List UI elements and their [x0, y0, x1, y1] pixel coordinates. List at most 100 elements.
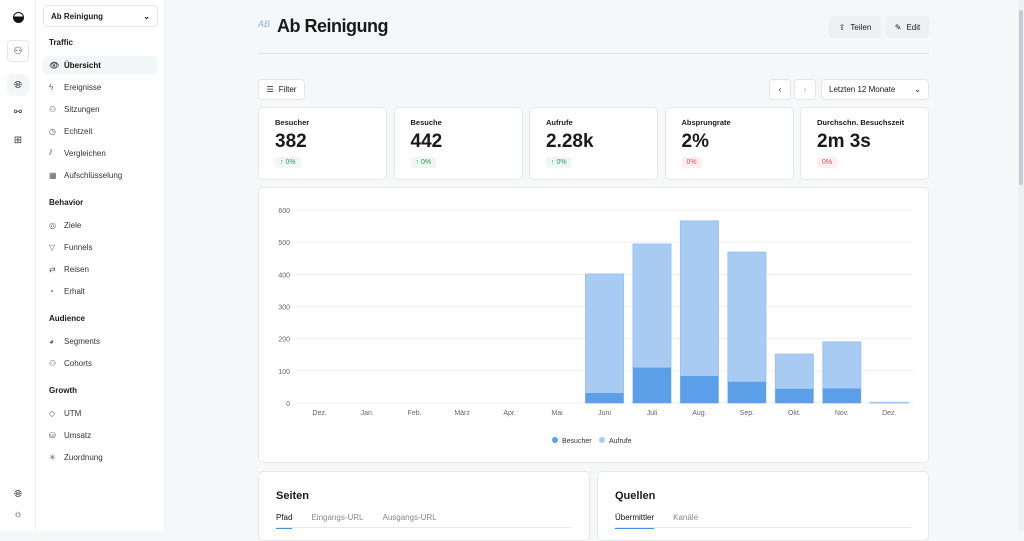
- filter-icon: ☰: [266, 85, 274, 94]
- filter-button[interactable]: ☰ Filter: [258, 79, 305, 100]
- nav-icon: ◇: [49, 408, 56, 418]
- nav-icon: ✳: [49, 452, 56, 462]
- language-globe-icon[interactable]: 🌐︎: [14, 488, 22, 500]
- tab[interactable]: Ausgangs-URL: [382, 513, 437, 522]
- bar-aufrufe: [679, 220, 719, 404]
- theme-sun-icon[interactable]: ☼: [13, 508, 23, 520]
- nav-icon: ⇄: [49, 264, 56, 274]
- link-icon[interactable]: ⚯: [13, 106, 23, 118]
- chevron-down-icon: ⌄: [914, 85, 921, 94]
- y-tick-label: 400: [278, 272, 290, 279]
- nav-section-title: Audience: [49, 314, 86, 323]
- kpi-label: Absprungrate: [681, 118, 731, 127]
- nav-icon: ◕: [49, 336, 54, 346]
- user-icon[interactable]: ⚇: [7, 40, 29, 62]
- sidebar-item[interactable]: ▽ Funnels: [43, 238, 157, 256]
- tab[interactable]: Eingangs-URL: [311, 513, 364, 522]
- bar-besucher: [585, 393, 624, 403]
- bar-aufrufe: [869, 401, 909, 404]
- bar-aufrufe: [727, 251, 767, 404]
- sidebar-item-label: Erhalt: [64, 286, 85, 296]
- x-tick-label: Sep.: [740, 410, 754, 417]
- x-tick-label: Dez.: [882, 410, 896, 417]
- tab[interactable]: Übermittler: [615, 513, 655, 529]
- kpi-label: Aufrufe: [546, 118, 573, 127]
- kpi-value: 2%: [681, 131, 709, 152]
- kpi-change-badge: 0%: [817, 157, 838, 168]
- kpi-value: 382: [275, 131, 307, 152]
- x-tick-label: Juni: [598, 410, 611, 417]
- nav-icon: ϟ: [49, 82, 54, 92]
- bar-chart: 0 100 200 300 400 500 600 Dez. Jan. Feb. März Apr. M…: [278, 208, 913, 445]
- kpi-card: Absprungrate 2% 0%: [664, 107, 794, 180]
- sidebar-item[interactable]: ϟ Ereignisse: [43, 78, 157, 96]
- y-tick-label: 100: [278, 369, 290, 376]
- date-range-select[interactable]: Letzten 12 Monate ⌄: [821, 79, 929, 100]
- nav-icon: 👁: [49, 60, 60, 70]
- tab[interactable]: Kanäle: [673, 513, 699, 522]
- x-tick-label: Jan.: [361, 410, 374, 417]
- scrollbar-thumb[interactable]: [1019, 10, 1023, 185]
- sidebar: Ab Reinigung ⌄ Traffic 👁 Übersicht ϟ Ereignis…: [36, 0, 165, 531]
- sidebar-item[interactable]: ▦ Aufschlüsselung: [43, 166, 157, 184]
- legend-swatch: [599, 437, 605, 443]
- sidebar-item[interactable]: ⚇ Cohorts: [43, 354, 157, 372]
- y-tick-label: 0: [286, 401, 290, 408]
- y-tick-label: 200: [278, 337, 290, 344]
- logo-icon[interactable]: [7, 6, 29, 28]
- sidebar-item[interactable]: ⛁ Umsatz: [43, 426, 157, 444]
- sidebar-item[interactable]: ⚇ Sitzungen: [43, 100, 157, 118]
- sidebar-item[interactable]: ⇄ Reisen: [43, 260, 157, 278]
- x-tick-label: Okt.: [788, 410, 801, 417]
- y-tick-label: 600: [278, 208, 290, 215]
- sidebar-item[interactable]: ⫽ Vergleichen: [43, 144, 157, 162]
- kpi-card: Besuche 442 ↑ 0%: [393, 107, 523, 180]
- sidebar-item[interactable]: ◕ Segments: [43, 332, 157, 350]
- prev-period-button[interactable]: ‹: [769, 79, 791, 100]
- page-title: Ab Reinigung: [277, 16, 388, 36]
- sidebar-item[interactable]: ◎ Ziele: [43, 216, 157, 234]
- scrollbar[interactable]: [1018, 0, 1024, 531]
- sidebar-item-label: UTM: [64, 408, 82, 418]
- tab[interactable]: Pfad: [276, 513, 293, 529]
- bar-aufrufe: [585, 273, 624, 404]
- kpi-change-badge: 0%: [681, 157, 702, 168]
- pages-title: Seiten: [276, 490, 310, 502]
- sidebar-item-label: Zuordnung: [64, 452, 103, 462]
- legend-label: Aufrufe: [609, 438, 632, 445]
- sidebar-item-label: Ereignisse: [64, 82, 102, 92]
- kpi-card: Aufrufe 2.28k ↑ 0%: [529, 107, 658, 180]
- x-tick-label: März: [454, 410, 470, 417]
- nav-icon: ▦: [49, 170, 57, 180]
- nav-section-title: Traffic: [49, 38, 74, 47]
- nav-icon: ⫽: [49, 148, 53, 157]
- edit-button[interactable]: ✎ Edit: [886, 16, 929, 38]
- divider: [258, 53, 929, 54]
- sidebar-item-label: Funnels: [64, 242, 93, 252]
- icon-rail: ⚇ 🌐︎ ⚯ ⊞ 🌐︎ ☼: [0, 0, 36, 531]
- workspace-name: Ab Reinigung: [51, 11, 103, 21]
- y-tick-label: 500: [278, 240, 290, 247]
- x-tick-label: Apr.: [503, 410, 516, 417]
- site-logo-icon: AB: [258, 19, 271, 29]
- sidebar-item[interactable]: ◔ Erhalt: [43, 282, 157, 300]
- sidebar-item-label: Ziele: [64, 220, 82, 230]
- bar-besucher: [775, 388, 814, 403]
- sidebar-item[interactable]: 👁 Übersicht: [43, 56, 157, 74]
- grid-icon[interactable]: ⊞: [13, 134, 23, 146]
- share-button[interactable]: ⇪ Teilen: [829, 16, 881, 38]
- nav-icon: ▽: [49, 242, 56, 252]
- sidebar-item-label: Echtzeit: [64, 126, 93, 136]
- chart-card: 0 100 200 300 400 500 600 Dez. Jan. Feb. März Apr. M…: [258, 187, 929, 463]
- sidebar-item-label: Segments: [64, 336, 101, 346]
- sidebar-item[interactable]: ◷ Echtzeit: [43, 122, 157, 140]
- legend-swatch: [552, 437, 558, 443]
- sidebar-item[interactable]: ✳ Zuordnung: [43, 448, 157, 466]
- globe-icon[interactable]: 🌐︎: [7, 74, 29, 96]
- kpi-change-badge: ↑ 0%: [275, 157, 301, 168]
- pages-card: Seiten Pfad Eingangs-URL Ausgangs-URL: [258, 471, 590, 541]
- workspace-select[interactable]: Ab Reinigung ⌄: [43, 5, 158, 27]
- sidebar-item[interactable]: ◇ UTM: [43, 404, 157, 422]
- share-icon: ⇪: [838, 22, 846, 32]
- next-period-button[interactable]: ›: [794, 79, 816, 100]
